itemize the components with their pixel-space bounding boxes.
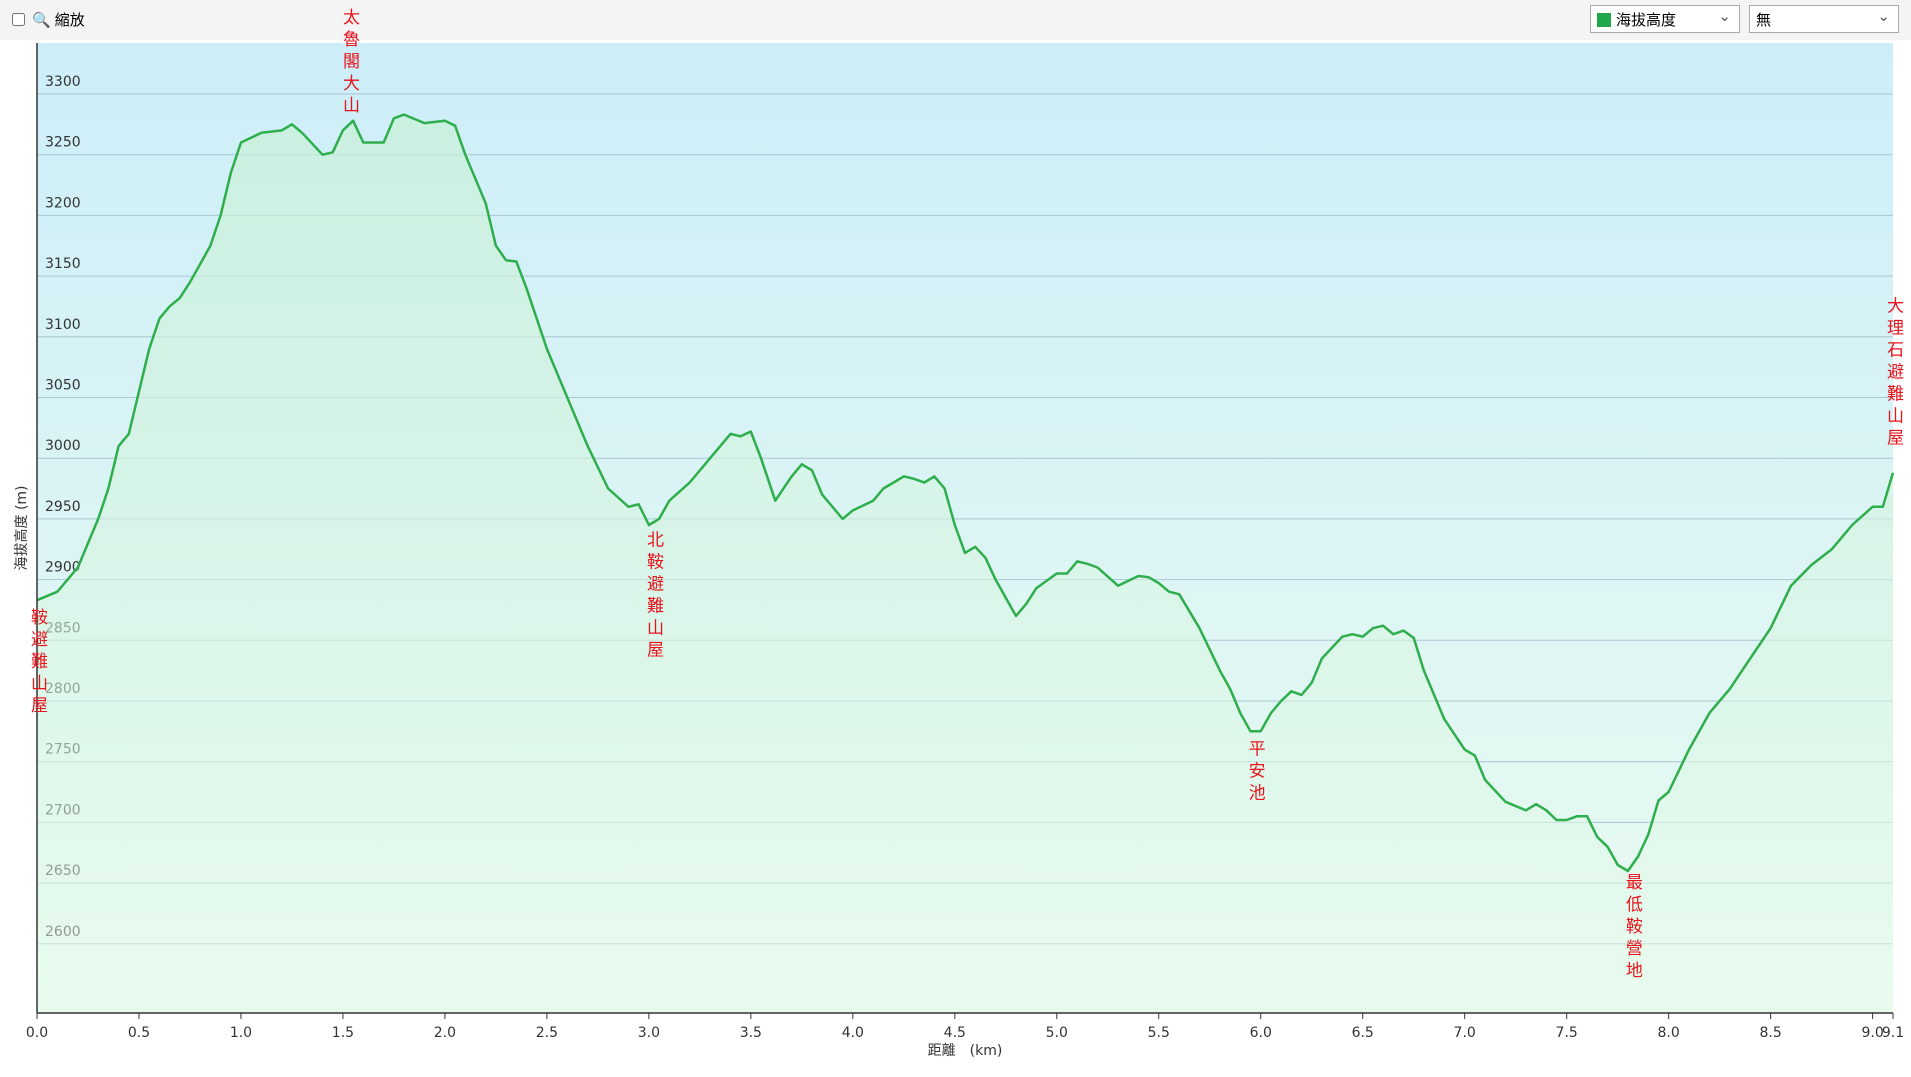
x-tick-label: 1.5 (332, 1025, 354, 1041)
y-tick-label: 3000 (45, 438, 81, 454)
x-tick-label: 0.5 (128, 1025, 150, 1041)
series-swatch (1597, 13, 1611, 27)
y-tick-label: 3300 (45, 74, 81, 90)
x-tick-label: 7.5 (1556, 1025, 1578, 1041)
x-tick-label: 5.0 (1046, 1025, 1068, 1041)
secondary-select-label: 無 (1756, 11, 1772, 29)
x-tick-label: 7.0 (1454, 1025, 1476, 1041)
annotation: 太魯閣大山 (339, 8, 360, 118)
y-tick-label: 2900 (45, 560, 81, 576)
series-select-label: 海拔高度 (1616, 11, 1677, 29)
x-tick-label: 3.0 (638, 1025, 660, 1041)
x-tick-label: 2.0 (434, 1025, 456, 1041)
toolbar: 🔍縮放 海拔高度 無 (0, 0, 1911, 40)
x-tick-label: 8.5 (1759, 1025, 1781, 1041)
x-tick-label: 4.5 (944, 1025, 966, 1041)
elevation-line (36, 113, 1895, 873)
y-axis-title: 海拔高度 (m) (13, 485, 30, 570)
y-tick-label: 3250 (45, 135, 81, 151)
annotation: 最低鞍營地 (1622, 873, 1643, 983)
x-tick-label: 9.1 (1882, 1025, 1904, 1041)
x-tick-label: 9.0 (1861, 1025, 1883, 1041)
zoom-toggle[interactable]: 🔍 縮放 (8, 9, 85, 30)
zoom-checkbox[interactable] (12, 13, 25, 26)
y-tick-label: 2950 (45, 499, 81, 515)
x-tick-label: 5.5 (1148, 1025, 1170, 1041)
annotation: 大理石避難山屋 (1883, 297, 1904, 451)
x-tick-label: 0.0 (26, 1025, 48, 1041)
y-tick-label: 3150 (45, 256, 81, 272)
y-tick-label: 3100 (45, 317, 81, 333)
x-tick-label: 4.0 (842, 1025, 864, 1041)
x-tick-label: 8.0 (1658, 1025, 1680, 1041)
zoom-label: 縮放 (54, 11, 85, 29)
annotation: 鞍避難山屋 (27, 608, 48, 718)
x-tick-label: 1.0 (230, 1025, 252, 1041)
x-tick-label: 6.5 (1352, 1025, 1374, 1041)
series-select[interactable]: 海拔高度 (1590, 2, 1740, 33)
y-tick-label: 3050 (45, 377, 81, 393)
y-tick-label: 3200 (45, 195, 81, 211)
x-tick-label: 3.5 (740, 1025, 762, 1041)
area-fill (37, 114, 1893, 1014)
annotation: 北鞍避難山屋 (643, 530, 664, 662)
secondary-select[interactable]: 無 (1749, 2, 1899, 33)
x-tick-label: 2.5 (536, 1025, 558, 1041)
annotation: 平安池 (1245, 739, 1266, 805)
x-axis-title: 距離 (km) (928, 1042, 1003, 1059)
x-tick-label: 6.0 (1250, 1025, 1272, 1041)
